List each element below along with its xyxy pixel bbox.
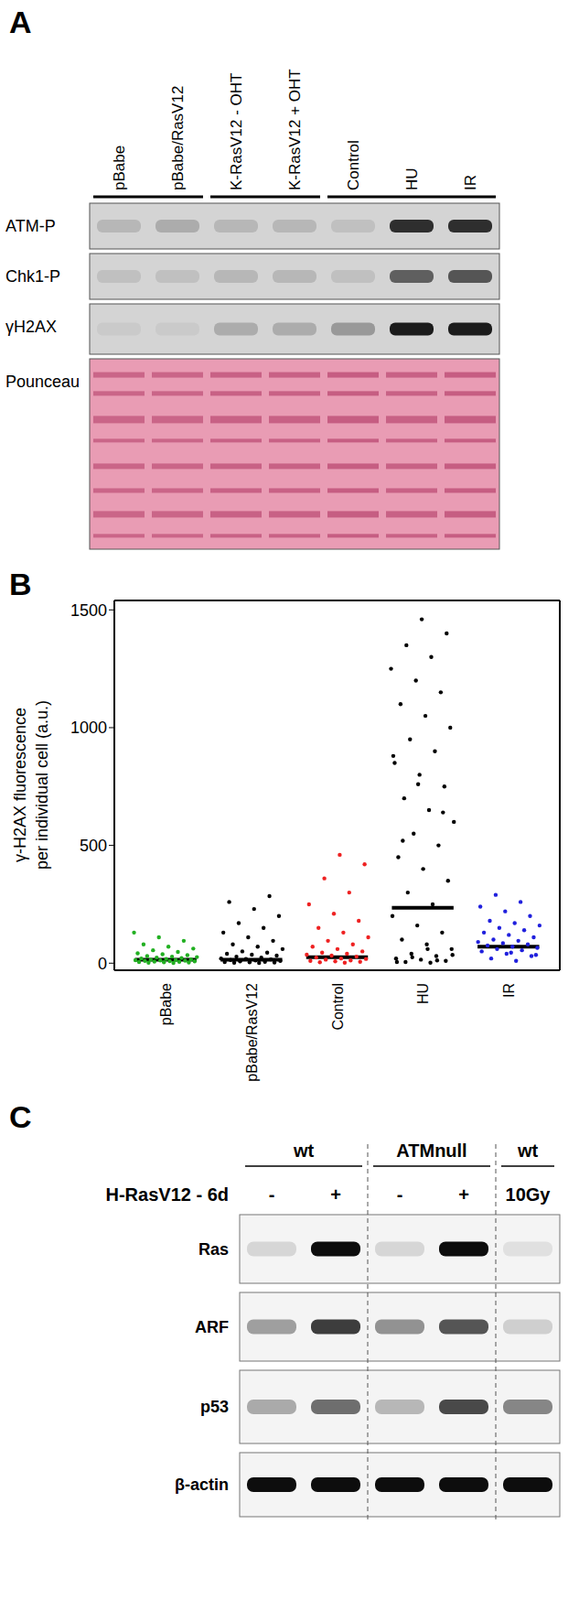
svg-text:γH2AX: γH2AX: [5, 317, 57, 336]
svg-text:HU: HU: [415, 982, 431, 1004]
svg-text:H-RasV12 - 6d: H-RasV12 - 6d: [106, 1183, 230, 1204]
svg-text:IR: IR: [461, 174, 480, 191]
svg-text:ATMnull: ATMnull: [396, 1139, 467, 1160]
svg-text:γ-H2AX fluorescence: γ-H2AX fluorescence: [10, 707, 30, 862]
svg-text:500: 500: [79, 836, 108, 855]
svg-text:A: A: [9, 4, 33, 40]
svg-text:B: B: [9, 567, 33, 601]
svg-text:+: +: [458, 1183, 470, 1204]
svg-text:1000: 1000: [70, 718, 108, 737]
svg-text:wt: wt: [516, 1139, 539, 1160]
svg-text:ARF: ARF: [194, 1317, 229, 1336]
svg-text:wt: wt: [292, 1139, 315, 1160]
svg-text:+: +: [330, 1183, 342, 1204]
svg-text:pBabe/RasV12: pBabe/RasV12: [244, 982, 260, 1082]
svg-text:pBabe: pBabe: [110, 145, 129, 191]
svg-text:Pounceau: Pounceau: [5, 372, 80, 391]
svg-text:Control: Control: [344, 139, 363, 191]
svg-text:IR: IR: [501, 982, 517, 998]
svg-text:pBabe/RasV12: pBabe/RasV12: [169, 85, 187, 191]
svg-text:-: -: [396, 1183, 404, 1204]
svg-text:pBabe: pBabe: [158, 982, 174, 1025]
svg-text:C: C: [9, 1098, 33, 1134]
svg-text:K-RasV12 - OHT: K-RasV12 - OHT: [227, 73, 246, 191]
svg-text:1500: 1500: [70, 600, 108, 620]
svg-text:Ras: Ras: [198, 1239, 229, 1258]
svg-text:0: 0: [97, 954, 108, 973]
svg-text:p53: p53: [200, 1396, 229, 1416]
svg-text:10Gy: 10Gy: [505, 1183, 552, 1204]
svg-text:HU: HU: [403, 167, 421, 191]
svg-text:β-actin: β-actin: [174, 1474, 229, 1493]
svg-text:K-RasV12 + OHT: K-RasV12 + OHT: [286, 68, 304, 191]
svg-text:-: -: [268, 1183, 276, 1204]
svg-text:per individual cell (a.u.): per individual cell (a.u.): [32, 699, 52, 869]
svg-text:Control: Control: [330, 982, 346, 1030]
svg-text:Chk1-P: Chk1-P: [5, 267, 61, 286]
svg-text:ATM-P: ATM-P: [5, 216, 56, 236]
